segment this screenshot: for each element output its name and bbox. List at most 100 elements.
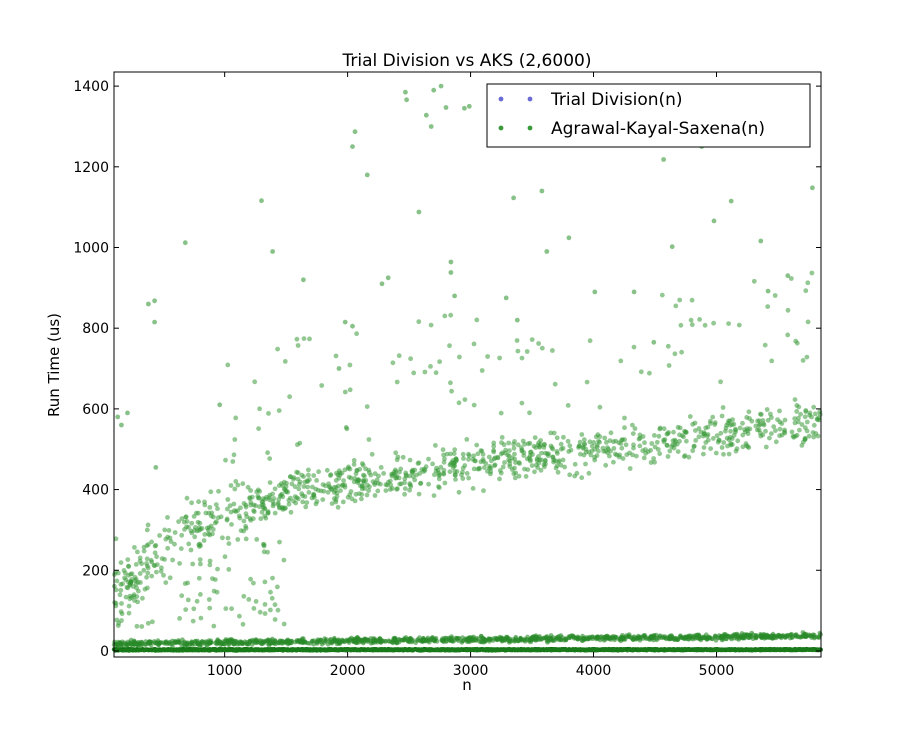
data-point [213, 640, 218, 646]
data-point [189, 520, 195, 526]
data-point [652, 459, 657, 465]
data-point [638, 369, 644, 375]
data-point [184, 519, 190, 524]
data-point [538, 467, 544, 473]
data-point [460, 451, 466, 457]
data-point [149, 539, 155, 545]
data-point [147, 640, 152, 645]
data-point [408, 356, 413, 362]
data-point [457, 354, 462, 360]
data-point [755, 427, 760, 433]
data-point [325, 489, 331, 495]
data-point [744, 443, 749, 449]
data-point [125, 557, 131, 562]
data-point [251, 509, 257, 515]
data-point [630, 422, 635, 428]
data-point [416, 319, 422, 325]
data-point [710, 436, 716, 441]
data-point [538, 648, 543, 653]
data-point [463, 647, 469, 653]
data-point [301, 484, 307, 489]
data-point [622, 415, 627, 421]
data-point [647, 370, 652, 376]
data-point [696, 426, 702, 431]
data-point [794, 409, 800, 414]
data-point [745, 647, 750, 653]
data-point [407, 487, 412, 493]
data-point [364, 172, 370, 178]
data-point [487, 465, 492, 471]
data-point [805, 319, 811, 325]
data-point [556, 458, 562, 464]
data-point [118, 587, 124, 593]
y-tick-label: 600 [82, 402, 109, 418]
data-point [710, 414, 716, 420]
data-point [240, 621, 246, 627]
data-point [649, 441, 655, 446]
data-point [319, 383, 325, 388]
data-point [541, 462, 547, 467]
data-point [165, 515, 170, 520]
data-point [452, 647, 457, 652]
data-point [567, 472, 573, 478]
legend-marker-trial-division [527, 96, 533, 102]
data-point [511, 195, 516, 201]
data-point [235, 482, 241, 488]
data-point [179, 593, 185, 599]
data-point [811, 404, 817, 410]
data-point [767, 435, 772, 441]
data-point [171, 640, 177, 645]
data-point [703, 632, 709, 637]
data-point [460, 635, 465, 640]
data-point [215, 637, 220, 642]
data-point [313, 486, 319, 492]
data-point [496, 648, 501, 653]
data-point [281, 621, 287, 627]
data-point [356, 637, 362, 642]
data-point [324, 467, 330, 473]
data-point [243, 536, 249, 542]
data-point [409, 648, 414, 653]
data-point [438, 648, 444, 653]
data-point [447, 648, 452, 653]
data-point [621, 647, 626, 652]
data-point [718, 430, 724, 436]
data-point [673, 439, 678, 444]
x-axis: 1000 2000 3000 4000 5000 [207, 72, 734, 679]
data-point [353, 491, 359, 497]
data-point [113, 536, 119, 542]
data-point [448, 312, 454, 318]
data-point [295, 343, 301, 348]
data-point [580, 444, 586, 450]
data-point [404, 97, 409, 103]
data-point [716, 438, 722, 443]
data-point [291, 475, 297, 480]
data-point [182, 581, 188, 586]
data-point [624, 452, 630, 457]
data-point [306, 490, 312, 495]
data-point [584, 379, 590, 385]
data-point [567, 443, 573, 449]
data-point [267, 638, 272, 643]
data-point [620, 637, 626, 642]
data-point [364, 404, 370, 409]
data-point [141, 567, 147, 573]
data-point [783, 647, 788, 653]
data-point [202, 532, 208, 537]
data-point [335, 504, 341, 510]
data-point [342, 389, 348, 395]
data-point [631, 445, 636, 451]
data-point [803, 409, 809, 414]
data-point [809, 270, 815, 276]
data-point [275, 346, 280, 352]
data-point [394, 379, 400, 385]
data-point [525, 467, 531, 472]
data-point [259, 509, 265, 515]
data-point [773, 428, 778, 433]
data-point [524, 349, 530, 354]
data-point [323, 647, 328, 652]
data-point [555, 451, 560, 456]
data-point [165, 534, 171, 540]
data-point [216, 488, 221, 494]
data-point [290, 647, 295, 653]
